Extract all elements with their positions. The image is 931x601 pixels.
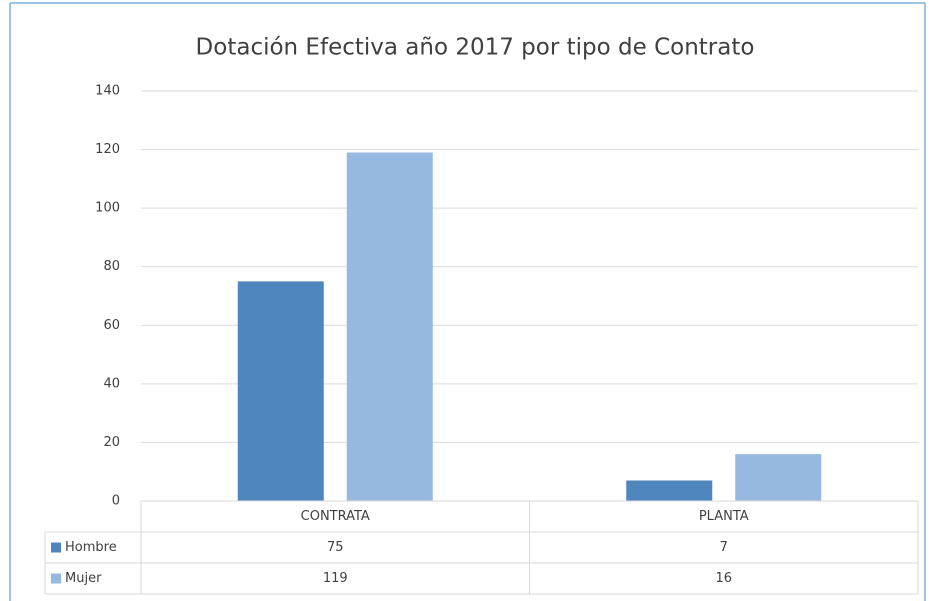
y-tick-label: 140 [95, 84, 120, 99]
bar [237, 281, 324, 501]
y-tick-label: 20 [103, 435, 120, 450]
table-value: 7 [720, 540, 728, 555]
legend-label: Hombre [65, 540, 117, 555]
table-value: 119 [323, 571, 348, 586]
legend-key [51, 542, 61, 553]
x-tick-label: PLANTA [699, 509, 749, 524]
legend-key [51, 573, 61, 584]
bar [346, 152, 433, 501]
y-tick-label: 120 [95, 142, 120, 157]
chart-title: Dotación Efectiva año 2017 por tipo de C… [196, 35, 755, 61]
bar [626, 480, 713, 501]
y-tick-label: 60 [103, 318, 120, 333]
x-tick-label: CONTRATA [301, 509, 370, 524]
legend-label: Mujer [65, 571, 102, 586]
y-tick-label: 40 [103, 376, 120, 391]
bar [735, 454, 822, 501]
y-tick-label: 0 [112, 494, 120, 509]
table-value: 75 [327, 540, 344, 555]
y-tick-label: 80 [103, 259, 120, 274]
table-value: 16 [715, 571, 732, 586]
y-tick-label: 100 [95, 201, 120, 216]
